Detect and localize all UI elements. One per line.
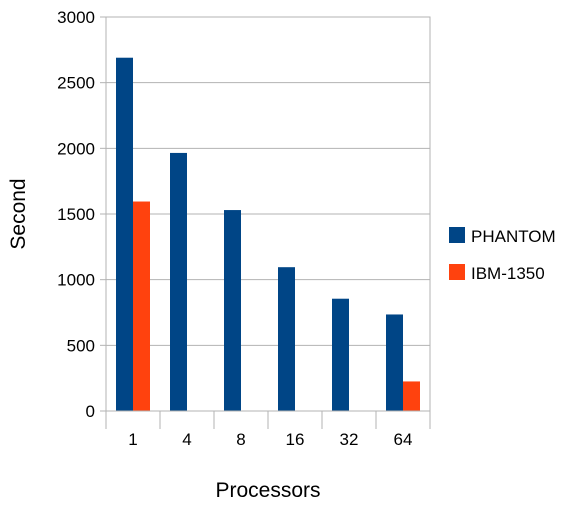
x-tick-label: 32: [340, 430, 359, 449]
y-tick-label: 3000: [57, 8, 95, 27]
y-tick-label: 2500: [57, 74, 95, 93]
axes: [100, 16, 431, 429]
y-tick-labels: 0 500 1000 1500 2000 2500 3000: [57, 8, 95, 421]
x-tick-label: 16: [286, 430, 305, 449]
y-axis-title: Second: [7, 178, 30, 249]
legend-label-phantom: PHANTOM: [471, 227, 556, 246]
y-tick-label: 500: [67, 336, 95, 355]
x-tick-label: 64: [394, 430, 413, 449]
y-tick-label: 0: [86, 402, 95, 421]
bar-phantom-64: [386, 314, 403, 411]
x-tick-label: 1: [128, 430, 137, 449]
legend-label-ibm-1350: IBM-1350: [471, 264, 545, 283]
bar-phantom-4: [170, 152, 187, 411]
bar-phantom-16: [278, 267, 295, 411]
y-tick-label: 1500: [57, 205, 95, 224]
grid-lines: [105, 16, 431, 412]
bar-phantom-32: [332, 298, 349, 411]
legend-swatch-phantom: [449, 227, 465, 243]
bar-ibm-1350-1: [133, 201, 150, 411]
bar-phantom-1: [116, 57, 133, 412]
y-tick-label: 1000: [57, 271, 95, 290]
bar-phantom-8: [224, 210, 241, 411]
bars: [116, 57, 420, 412]
x-axis-title: Processors: [215, 479, 320, 502]
legend: PHANTOM IBM-1350: [449, 227, 556, 283]
x-tick-labels: 1 4 8 16 32 64: [128, 430, 412, 449]
bar-ibm-1350-64: [403, 381, 420, 411]
y-tick-label: 2000: [57, 139, 95, 158]
x-tick-label: 8: [236, 430, 245, 449]
legend-swatch-ibm-1350: [449, 264, 465, 280]
x-tick-label: 4: [182, 430, 191, 449]
